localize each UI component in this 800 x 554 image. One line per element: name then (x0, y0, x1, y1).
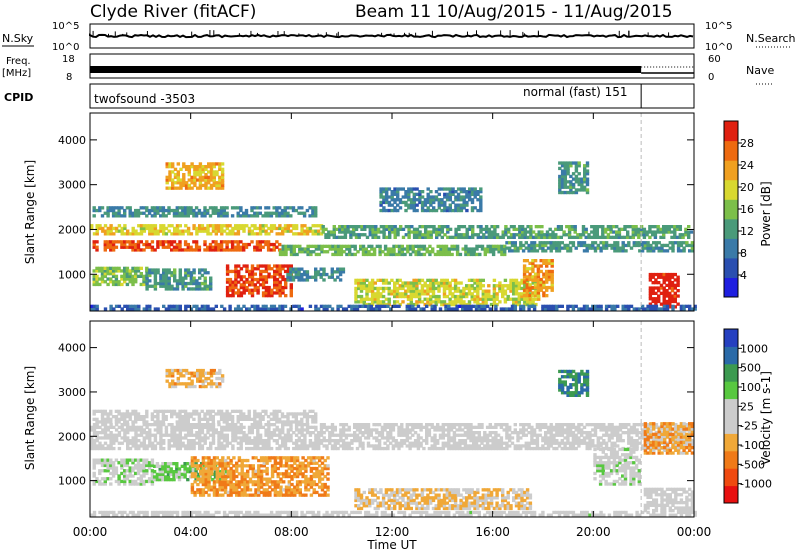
colorbar-tick-label: 4 (740, 269, 747, 282)
freq-tick-top: 18 (62, 54, 75, 65)
cpid-mode-1: twofsound -3503 (94, 92, 195, 106)
power-ylabel: Slant Range [km] (23, 160, 37, 264)
y-tick-label: 3000 (58, 179, 86, 192)
x-tick-label: 00:00 (73, 525, 108, 539)
nsearch-tick-bottom: 10^0 (705, 42, 732, 53)
x-tick-label: 16:00 (475, 525, 510, 539)
y-tick-label: 1000 (58, 475, 86, 488)
beam-date-title: Beam 11 10/Aug/2015 - 11/Aug/2015 (355, 2, 673, 22)
colorbar-tick-label: 16 (740, 203, 754, 216)
nsky-label: N.Sky (2, 32, 34, 45)
x-tick-label: 04:00 (173, 525, 208, 539)
colorbar-tick-label: 100 (740, 381, 761, 394)
colorbar-tick-label: 1000 (740, 342, 768, 355)
time-axis-label: Time UT (366, 538, 417, 552)
colorbar-tick-label: 20 (740, 181, 754, 194)
nave-tick-bottom: 0 (708, 72, 714, 83)
velocity-ylabel: Slant Range [km] (23, 366, 37, 470)
colorbar-tick-label: 24 (740, 159, 754, 172)
nsearch-label: N.Search (746, 32, 796, 45)
velocity-colorbar: -1000 -500 -100 -25 25 100 500 1000 (723, 328, 772, 504)
nsky-tick-top: 10^5 (52, 21, 79, 32)
colorbar-tick-label: 8 (740, 247, 747, 260)
x-tick-label: 08:00 (274, 525, 309, 539)
cpid-label: CPID (4, 91, 33, 104)
y-tick-label: 4000 (58, 134, 86, 147)
nsearch-tick-top: 10^5 (705, 21, 732, 32)
y-tick-label: 2000 (58, 224, 86, 237)
nsky-tick-bottom: 10^0 (52, 42, 79, 53)
x-tick-label: 00:00 (677, 525, 712, 539)
colorbar-tick-label: 500 (740, 362, 761, 375)
colorbar-tick-label: -1000 (740, 478, 772, 491)
freq-tick-bottom: 8 (66, 72, 72, 83)
x-tick-label: 12:00 (375, 525, 410, 539)
colorbar-tick-label: -25 (740, 420, 758, 433)
power-colorbar: 4 8 12 16 20 24 28 (723, 120, 754, 298)
y-tick-label: 3000 (58, 386, 86, 399)
velocity-heatmap-cells (90, 321, 697, 517)
colorbar-tick-label: -100 (740, 439, 765, 452)
cpid-mode-2: normal (fast) 151 (523, 85, 627, 99)
colorbar-tick-label: -500 (740, 458, 765, 471)
cpid-strip-frame (89, 83, 695, 109)
nave-label: Nave (746, 64, 774, 77)
freq-unit: [MHz] (2, 68, 31, 79)
time-axis-ticks: 00:00 04:00 08:00 12:00 16:00 20:00 00:00 (73, 525, 712, 539)
colorbar-tick-label: 25 (740, 400, 754, 413)
velocity-axes: 1000 2000 3000 4000 (58, 321, 695, 517)
power-heatmap-cells (90, 113, 697, 311)
y-tick-label: 2000 (58, 430, 86, 443)
station-title: Clyde River (fitACF) (90, 2, 256, 22)
freq-trace (90, 66, 694, 74)
power-axes: 1000 2000 3000 4000 (58, 113, 695, 311)
colorbar-tick-label: 12 (740, 225, 754, 238)
y-tick-label: 1000 (58, 268, 86, 281)
freq-label: Freq. (6, 56, 31, 67)
power-colorbar-label: Power [dB] (759, 181, 773, 246)
velocity-colorbar-label: Velocity [m s-1] (759, 371, 773, 465)
nave-tick-top: 60 (708, 54, 721, 65)
y-tick-label: 4000 (58, 342, 86, 355)
x-tick-label: 20:00 (576, 525, 611, 539)
colorbar-tick-label: 28 (740, 137, 754, 150)
nsky-trace (89, 30, 694, 39)
